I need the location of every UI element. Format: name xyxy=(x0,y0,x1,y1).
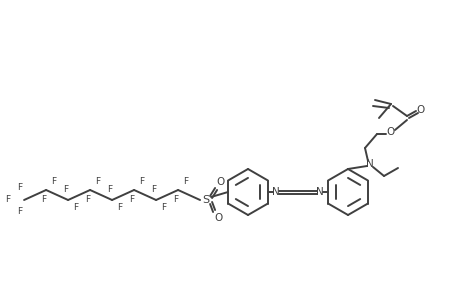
Text: O: O xyxy=(215,177,224,187)
Text: F: F xyxy=(17,184,22,193)
Text: F: F xyxy=(151,185,157,194)
Text: N: N xyxy=(271,187,279,197)
Text: O: O xyxy=(213,213,222,223)
Text: N: N xyxy=(365,159,373,169)
Text: S: S xyxy=(202,195,209,205)
Text: F: F xyxy=(117,203,123,212)
Text: F: F xyxy=(41,196,46,205)
Text: F: F xyxy=(161,203,166,212)
Text: F: F xyxy=(107,185,112,194)
Text: F: F xyxy=(183,178,188,187)
Text: F: F xyxy=(85,196,90,205)
Text: F: F xyxy=(95,178,101,187)
Text: F: F xyxy=(73,203,78,212)
Text: F: F xyxy=(63,185,68,194)
Text: O: O xyxy=(386,127,394,137)
Text: F: F xyxy=(173,196,178,205)
Text: F: F xyxy=(129,196,134,205)
Text: F: F xyxy=(6,196,11,205)
Text: N: N xyxy=(315,187,323,197)
Text: O: O xyxy=(416,105,424,115)
Text: F: F xyxy=(51,178,56,187)
Text: F: F xyxy=(139,178,144,187)
Text: F: F xyxy=(17,208,22,217)
